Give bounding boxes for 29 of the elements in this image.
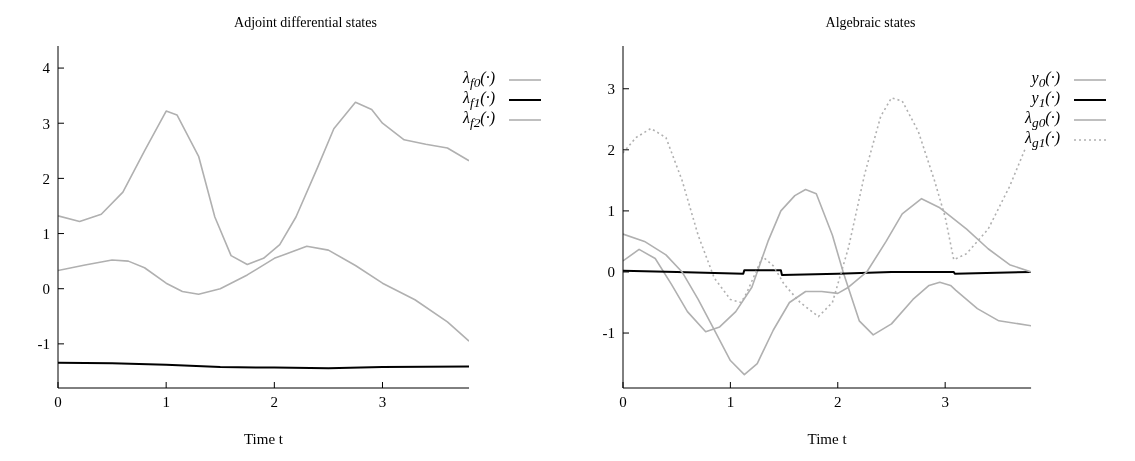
- legend-label: y$_{0}$(·): [1031, 68, 1060, 91]
- y-tick-label: 2: [607, 142, 615, 159]
- x-tick-label: 1: [726, 393, 735, 410]
- line-series: [58, 245, 470, 342]
- x-tick-label: 0: [619, 393, 627, 410]
- x-tick-label: 1: [162, 393, 170, 410]
- y-tick-label: -1: [602, 325, 615, 342]
- y-tick-label: -1: [37, 336, 50, 353]
- y-tick-label: 4: [42, 60, 51, 77]
- x-tick-label: 3: [378, 393, 387, 410]
- x-tick-label: 2: [270, 393, 279, 410]
- chart-title: Algebraic states: [824, 14, 917, 32]
- y-tick-label: 3: [607, 81, 615, 98]
- chart-title: Adjoint differential states: [233, 14, 378, 32]
- line-series: [58, 101, 470, 266]
- y-tick-label: 0: [607, 264, 615, 281]
- y-tick-label: 0: [42, 281, 50, 298]
- legend-label: y$_{1}$(·): [1031, 88, 1060, 111]
- y-tick-label: 3: [42, 115, 50, 132]
- y-tick-label: 1: [42, 225, 50, 242]
- x-tick-label: 3: [941, 393, 949, 410]
- y-tick-label: 1: [607, 203, 615, 220]
- legend-label: λ$_{g0}$(·): [1025, 108, 1060, 131]
- y-tick-label: 2: [42, 170, 50, 187]
- x-axis-title: Time t: [243, 431, 284, 447]
- x-axis-title: Time t: [807, 431, 848, 447]
- legend-label: λ$_{f0}$(·): [463, 68, 495, 91]
- x-tick-label: 0: [54, 393, 62, 410]
- x-tick-label: 2: [834, 393, 842, 410]
